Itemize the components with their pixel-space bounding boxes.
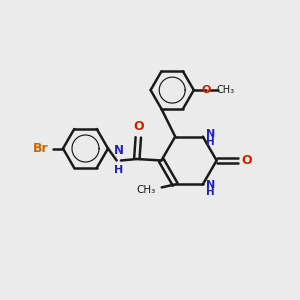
Text: N: N xyxy=(114,144,124,157)
Text: CH₃: CH₃ xyxy=(217,85,235,95)
Text: O: O xyxy=(202,85,211,95)
Text: CH₃: CH₃ xyxy=(136,185,156,195)
Text: H: H xyxy=(114,165,123,175)
Text: N: N xyxy=(206,129,216,139)
Text: O: O xyxy=(133,120,144,133)
Text: H: H xyxy=(206,187,214,197)
Text: N: N xyxy=(206,180,215,190)
Text: H: H xyxy=(206,137,215,147)
Text: O: O xyxy=(241,154,252,167)
Text: Br: Br xyxy=(33,142,49,155)
